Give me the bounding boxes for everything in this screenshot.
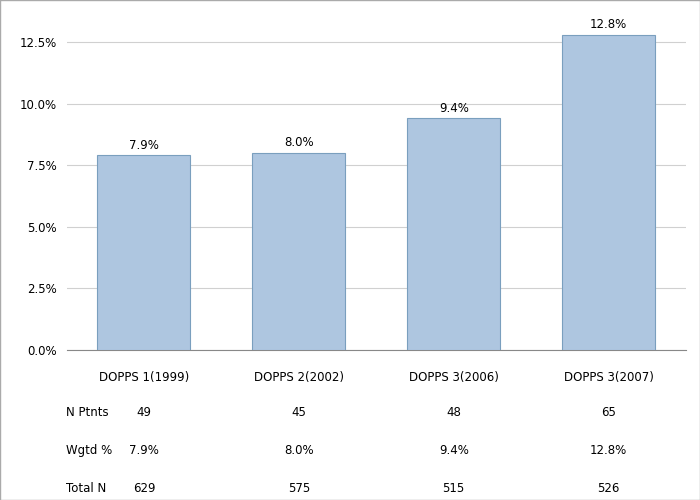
Text: 9.4%: 9.4%: [439, 102, 468, 115]
Text: 9.4%: 9.4%: [439, 444, 468, 457]
Text: 12.8%: 12.8%: [590, 444, 627, 457]
Text: DOPPS 3(2007): DOPPS 3(2007): [564, 370, 654, 384]
Text: N Ptnts: N Ptnts: [66, 406, 109, 420]
Text: 12.8%: 12.8%: [590, 18, 627, 31]
Text: 8.0%: 8.0%: [284, 136, 314, 149]
Text: 7.9%: 7.9%: [129, 444, 159, 457]
Bar: [407, 118, 500, 350]
Text: 526: 526: [597, 482, 620, 494]
Text: 7.9%: 7.9%: [129, 138, 159, 151]
Text: Total N: Total N: [66, 482, 106, 494]
Text: 65: 65: [601, 406, 616, 420]
Text: 49: 49: [136, 406, 151, 420]
Bar: [562, 34, 655, 350]
Text: 629: 629: [133, 482, 155, 494]
Text: DOPPS 2(2002): DOPPS 2(2002): [254, 370, 344, 384]
Text: 515: 515: [442, 482, 465, 494]
Bar: [252, 153, 345, 350]
Text: 48: 48: [447, 406, 461, 420]
Text: 575: 575: [288, 482, 310, 494]
Text: 8.0%: 8.0%: [284, 444, 314, 457]
Text: DOPPS 1(1999): DOPPS 1(1999): [99, 370, 189, 384]
Text: 45: 45: [291, 406, 307, 420]
Text: DOPPS 3(2006): DOPPS 3(2006): [409, 370, 498, 384]
Text: Wgtd %: Wgtd %: [66, 444, 113, 457]
Bar: [97, 156, 190, 350]
